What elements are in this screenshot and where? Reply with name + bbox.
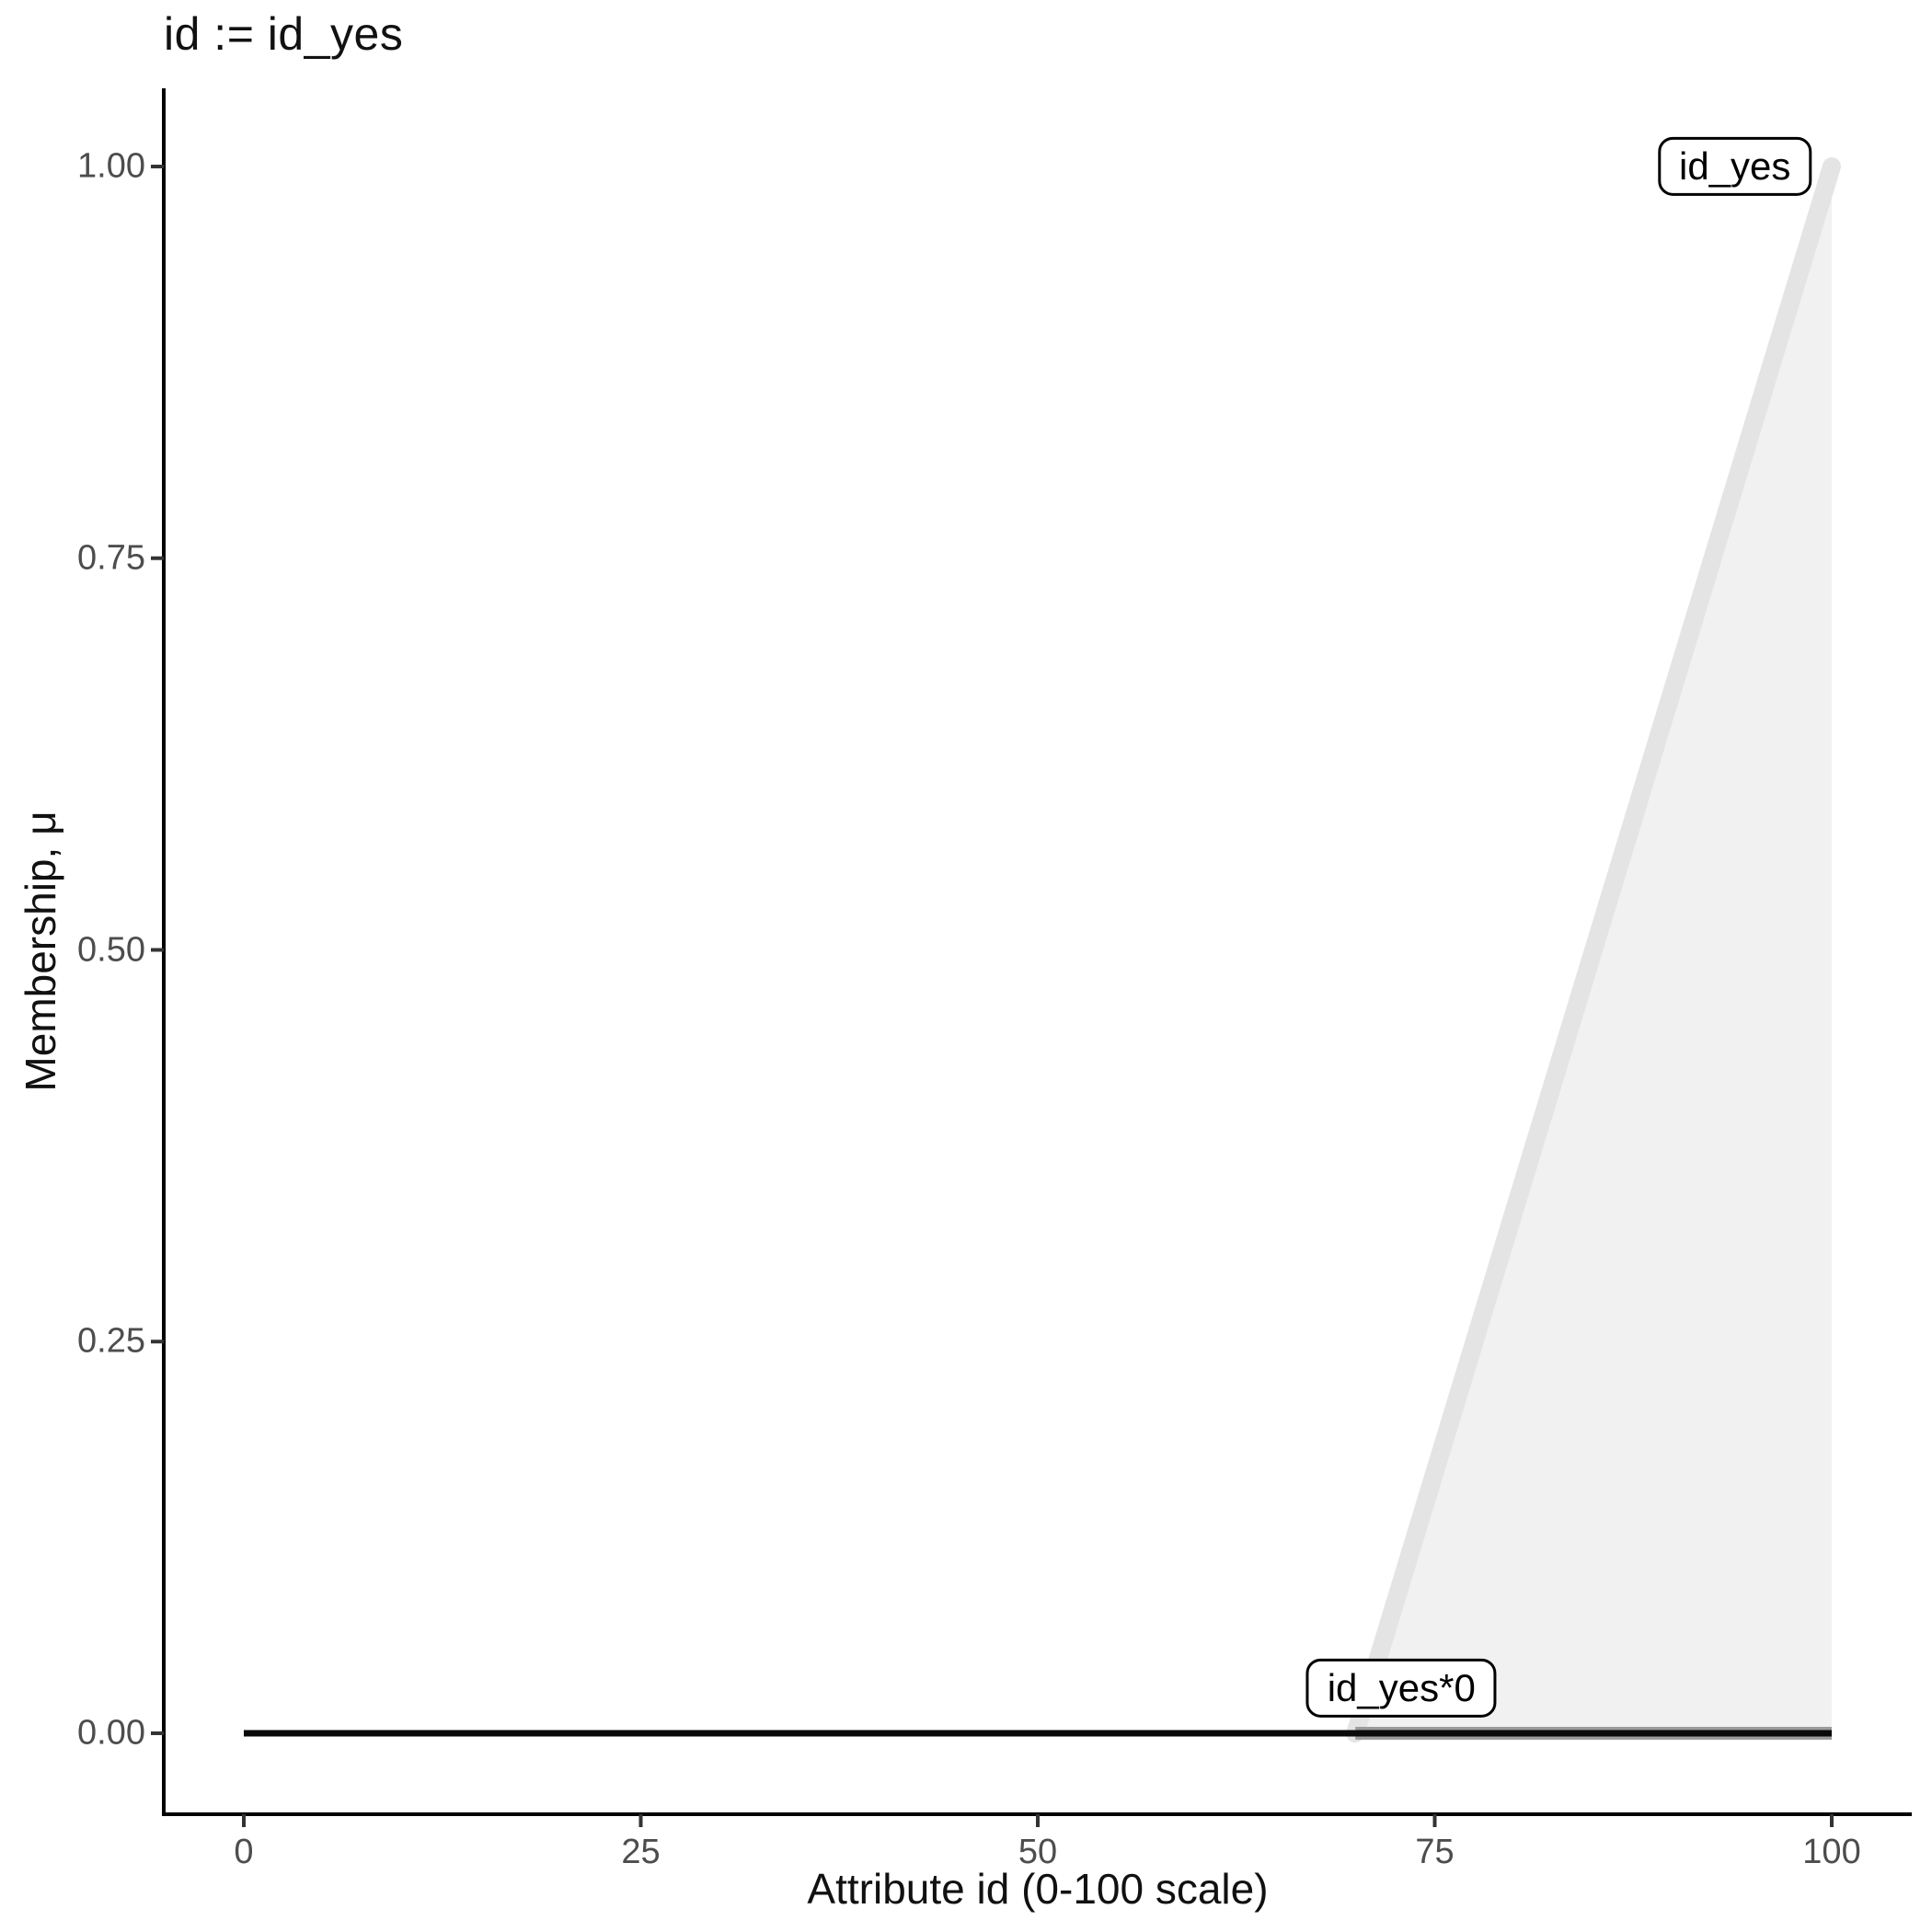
y-axis-title: Membership, μ <box>17 811 64 1092</box>
y-tick-label-0.00: 0.00 <box>77 1713 145 1753</box>
annotation-id_yes-0: id_yes*0 <box>1305 1658 1497 1718</box>
x-axis-title: Attribute id (0-100 scale) <box>807 1865 1269 1913</box>
x-tick-label-50: 50 <box>1018 1833 1058 1871</box>
series-edge-id_yes <box>1346 157 1841 1742</box>
chart-title: id := id_yes <box>164 8 404 60</box>
annotation-id_yes: id_yes <box>1658 136 1812 197</box>
y-tick-label-0.75: 0.75 <box>77 538 145 578</box>
y-tick-label-1.00: 1.00 <box>77 146 145 186</box>
x-tick-label-25: 25 <box>621 1833 661 1871</box>
x-tick-label-100: 100 <box>1802 1833 1861 1871</box>
axis-lines <box>162 88 1912 1816</box>
y-tick-label-0.25: 0.25 <box>77 1321 145 1361</box>
x-tick-label-75: 75 <box>1415 1833 1455 1871</box>
x-tick-label-0: 0 <box>234 1833 254 1871</box>
y-tick-label-0.50: 0.50 <box>77 930 145 969</box>
